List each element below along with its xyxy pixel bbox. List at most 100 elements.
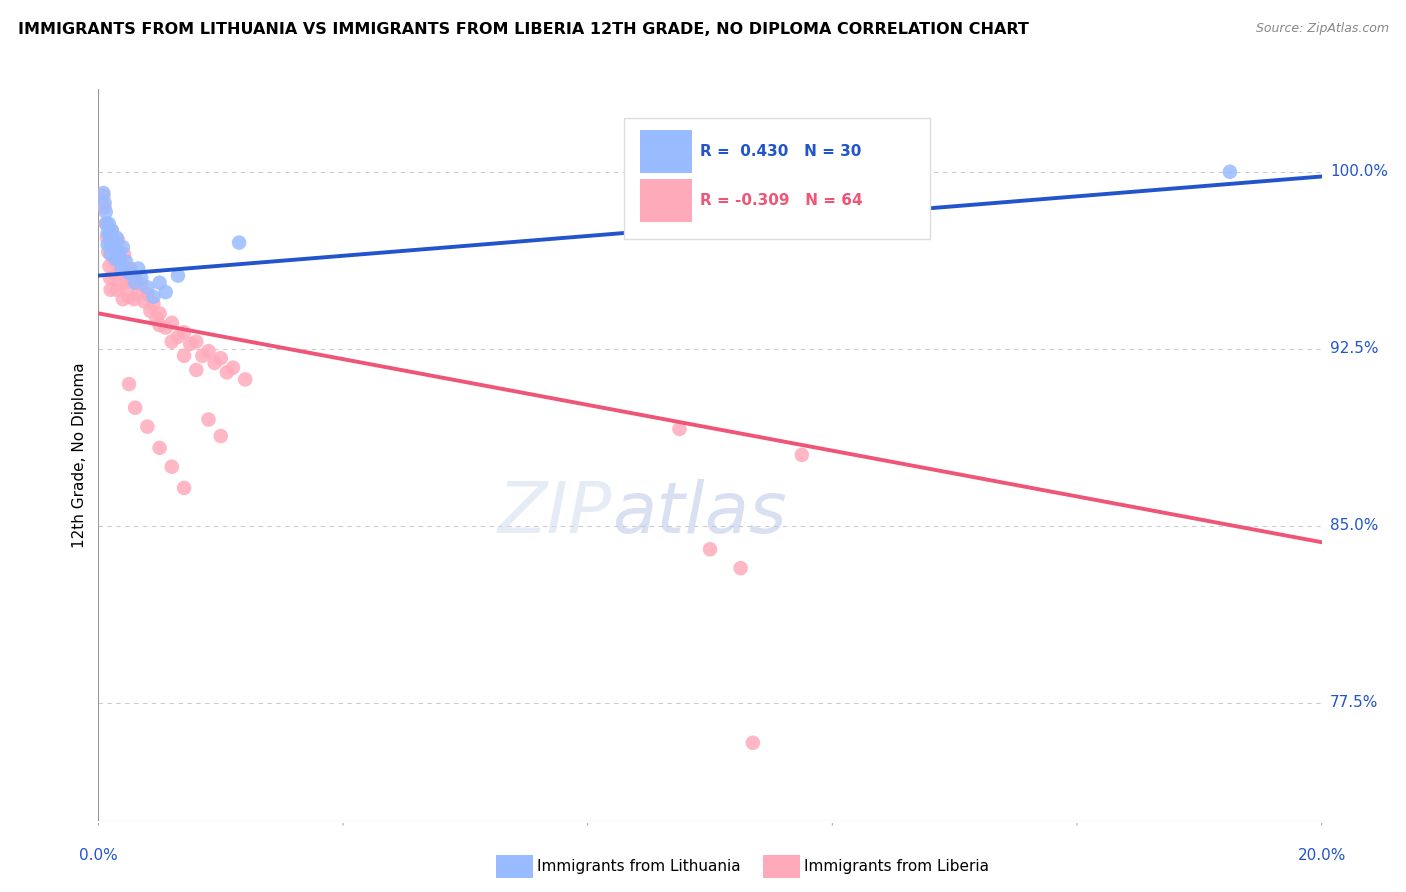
Point — [209, 429, 232, 443]
Point — [127, 261, 149, 276]
Point — [108, 252, 131, 266]
Point — [730, 561, 752, 575]
Point — [197, 412, 219, 426]
Point — [97, 217, 120, 231]
Point — [118, 266, 141, 280]
Point — [122, 292, 145, 306]
Point — [118, 290, 141, 304]
Point — [94, 205, 117, 219]
Point — [790, 448, 813, 462]
Point — [699, 542, 721, 557]
Point — [111, 278, 134, 293]
Point — [100, 247, 122, 261]
Point — [129, 271, 152, 285]
Y-axis label: 12th Grade, No Diploma: 12th Grade, No Diploma — [72, 362, 87, 548]
Text: Immigrants from Lithuania: Immigrants from Lithuania — [537, 859, 741, 873]
Point — [197, 344, 219, 359]
Point — [97, 245, 120, 260]
Point — [204, 356, 226, 370]
Point — [98, 271, 121, 285]
Point — [191, 349, 214, 363]
Point — [91, 188, 114, 202]
Point — [1219, 165, 1241, 179]
FancyBboxPatch shape — [640, 130, 692, 173]
Point — [173, 325, 195, 339]
Point — [124, 276, 146, 290]
Text: 100.0%: 100.0% — [1330, 164, 1388, 179]
Text: atlas: atlas — [612, 479, 787, 548]
Point — [93, 195, 115, 210]
Point — [233, 372, 256, 386]
Point — [103, 254, 125, 268]
Point — [98, 259, 121, 273]
Point — [103, 243, 125, 257]
Text: R = -0.309   N = 64: R = -0.309 N = 64 — [700, 194, 863, 208]
Point — [155, 320, 177, 334]
Point — [101, 224, 124, 238]
Point — [100, 283, 122, 297]
Point — [124, 401, 146, 415]
Point — [136, 280, 159, 294]
Point — [94, 217, 117, 231]
Point — [112, 247, 135, 261]
Point — [136, 419, 159, 434]
Point — [104, 252, 127, 266]
Point — [93, 200, 115, 214]
Point — [96, 231, 118, 245]
FancyBboxPatch shape — [640, 179, 692, 222]
Point — [105, 231, 128, 245]
Point — [114, 261, 136, 276]
Text: 85.0%: 85.0% — [1330, 518, 1378, 533]
Point — [155, 285, 177, 299]
Point — [118, 377, 141, 392]
FancyBboxPatch shape — [624, 119, 931, 239]
Point — [173, 349, 195, 363]
Point — [149, 276, 172, 290]
Point — [149, 318, 172, 333]
Text: ZIP: ZIP — [498, 479, 612, 548]
Point — [111, 292, 134, 306]
Point — [98, 226, 121, 240]
Point — [98, 235, 121, 250]
Point — [111, 261, 134, 276]
Text: R =  0.430   N = 30: R = 0.430 N = 30 — [700, 145, 862, 160]
Point — [167, 330, 190, 344]
Point — [101, 224, 124, 238]
Point — [111, 240, 134, 254]
Point — [179, 337, 201, 351]
Point — [134, 294, 156, 309]
Point — [91, 186, 114, 200]
Point — [149, 306, 172, 320]
Point — [115, 276, 138, 290]
Point — [215, 365, 238, 379]
Point — [136, 287, 159, 301]
Point — [186, 363, 208, 377]
Point — [121, 276, 143, 290]
Point — [115, 254, 138, 268]
Point — [209, 351, 232, 366]
Text: IMMIGRANTS FROM LITHUANIA VS IMMIGRANTS FROM LIBERIA 12TH GRADE, NO DIPLOMA CORR: IMMIGRANTS FROM LITHUANIA VS IMMIGRANTS … — [18, 22, 1029, 37]
Point — [160, 334, 183, 349]
Point — [101, 233, 124, 247]
Point — [104, 268, 127, 283]
Text: 20.0%: 20.0% — [1298, 848, 1346, 863]
Point — [101, 240, 124, 254]
Point — [96, 217, 118, 231]
Text: Source: ZipAtlas.com: Source: ZipAtlas.com — [1256, 22, 1389, 36]
Point — [149, 441, 172, 455]
Point — [97, 226, 120, 240]
Point — [97, 238, 120, 252]
Point — [142, 297, 165, 311]
Point — [668, 422, 690, 436]
Text: 0.0%: 0.0% — [79, 848, 118, 863]
Point — [110, 264, 132, 278]
Point — [160, 459, 183, 474]
Point — [142, 290, 165, 304]
Point — [129, 278, 152, 293]
Point — [160, 316, 183, 330]
Point — [124, 271, 146, 285]
Point — [120, 261, 142, 276]
Point — [108, 247, 131, 261]
Point — [107, 243, 129, 257]
Point — [145, 311, 167, 326]
